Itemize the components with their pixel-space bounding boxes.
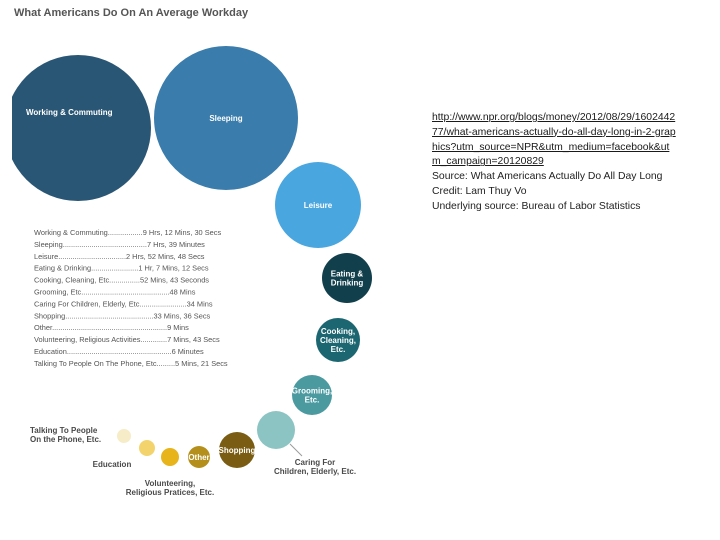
side-label-volunteering: Volunteering,	[145, 479, 196, 488]
legend-line-8: Shopping................................…	[34, 311, 211, 320]
legend-line-2: Sleeping................................…	[34, 240, 205, 249]
bubble-label-cooking-cleaning-etc: Cleaning,	[320, 336, 356, 345]
source-link[interactable]: http://www.npr.org/blogs/money/2012/08/2…	[432, 112, 676, 168]
side-label-talking: On the Phone, Etc.	[30, 435, 101, 444]
legend-line-12: Talking To People On The Phone, Etc.....…	[34, 359, 228, 368]
bubble-other	[188, 446, 210, 468]
bubble-education	[139, 440, 155, 456]
bubble-grooming-etc	[292, 375, 332, 415]
bubble-sleeping	[154, 46, 298, 190]
bubble-working-commuting	[12, 55, 151, 201]
bubble-eating-drinking	[322, 253, 372, 303]
legend-line-3: Leisure.................................…	[34, 252, 205, 261]
source-notes: http://www.npr.org/blogs/money/2012/08/2…	[432, 111, 678, 215]
bubble-label-eating-drinking: Drinking	[331, 279, 364, 288]
side-label-caring: Children, Elderly, Etc.	[274, 467, 356, 476]
side-label-education: Education	[93, 460, 132, 469]
side-label-talking: Talking To People	[30, 426, 98, 435]
source-credit: Source: What Americans Actually Do All D…	[432, 171, 663, 197]
bubble-shopping	[219, 432, 255, 468]
bubble-label-shopping: Shopping	[219, 446, 256, 455]
legend-line-5: Cooking, Cleaning, Etc...............52 …	[34, 276, 209, 285]
legend-line-9: Other...................................…	[34, 323, 189, 332]
underlying-source: Underlying source: Bureau of Labor Stati…	[432, 200, 641, 212]
legend-line-11: Education...............................…	[34, 347, 204, 356]
bubble-label-grooming-etc: Grooming,	[292, 387, 332, 396]
bubble-cooking-cleaning-etc	[316, 318, 360, 362]
bubble-label-other: Other	[188, 453, 209, 462]
caring-leader-line	[289, 443, 303, 457]
side-label-volunteering: Religious Pratices, Etc.	[126, 488, 214, 497]
bubble-label-leisure: Leisure	[304, 201, 333, 210]
chart-title: What Americans Do On An Average Workday	[14, 7, 249, 19]
side-label-caring: Caring For	[295, 458, 335, 467]
bubble-caring-for-children-elderly-etc	[257, 411, 295, 449]
legend-line-4: Eating & Drinking.......................…	[34, 264, 209, 273]
bubble-group: Working & Commuting Sleeping Leisure Eating…	[12, 46, 372, 468]
bubble-label-cooking-cleaning-etc: Etc.	[331, 345, 346, 354]
legend-line-1: Working & Commuting.................9 Hr…	[34, 228, 221, 237]
bubble-label-working-commuting: Working & Commuting	[26, 108, 113, 117]
bubble-label-grooming-etc: Etc.	[305, 396, 320, 405]
bubble-talking-to-people-on-the-phone-etc	[117, 429, 131, 443]
bubble-label-cooking-cleaning-etc: Cooking,	[321, 327, 355, 336]
legend-line-10: Volunteering, Religious Activities......…	[34, 335, 220, 344]
legend-line-7: Caring For Children, Elderly, Etc.......…	[34, 299, 213, 308]
bubble-leisure	[275, 162, 361, 248]
bubble-label-eating-drinking: Eating &	[331, 270, 364, 279]
bubble-volunteering-religious-practices-etc	[161, 448, 179, 466]
legend-list: Working & Commuting.................9 Hr…	[34, 228, 228, 368]
legend-line-6: Grooming, Etc...........................…	[34, 288, 196, 297]
bubble-label-sleeping: Sleeping	[209, 114, 242, 123]
